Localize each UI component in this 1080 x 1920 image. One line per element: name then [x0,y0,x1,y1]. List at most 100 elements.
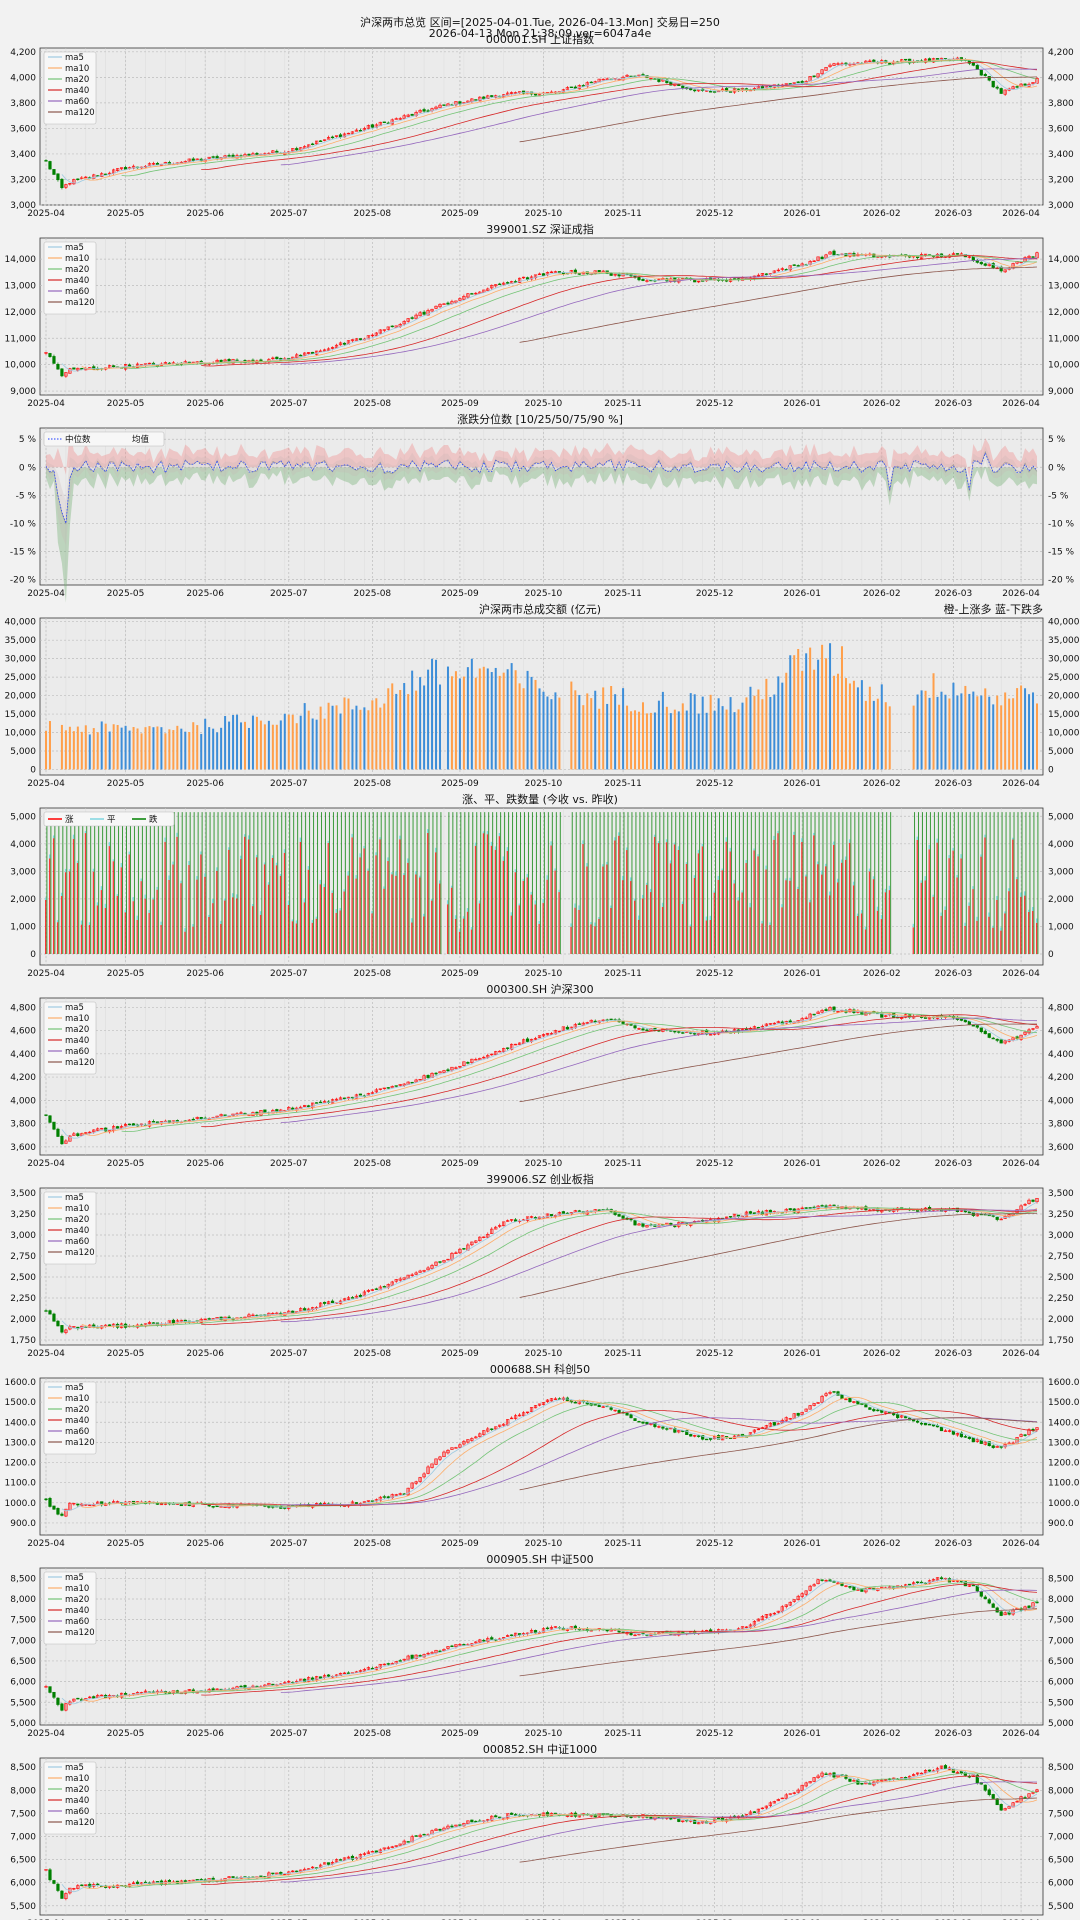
candle-body [366,1290,370,1292]
candle-body [486,1233,490,1238]
candle-body [955,253,960,255]
candle-body [498,1225,502,1227]
y-tick-label-left: 13,000 [5,281,37,291]
turnover-bar [184,731,187,770]
flat-count-bar [614,837,616,841]
y-tick-label-right: 2,250 [1048,1294,1074,1304]
candle-body [382,1087,386,1090]
candle-body [975,1025,979,1028]
x-tick-label: 2025-11 [604,589,642,599]
candle-body [689,88,693,91]
turnover-bar [240,722,243,770]
up-count-bar [395,875,397,954]
flat-count-bar [805,874,807,877]
down-count-bar [277,812,279,954]
x-tick-label: 2025-09 [441,1729,479,1739]
x-tick-label: 2026-03 [935,1159,973,1169]
candle-body [645,1422,649,1425]
candle-body [378,1088,382,1090]
down-count-bar [738,812,740,954]
y-tick-label-right: 2,000 [1048,1315,1074,1325]
flat-count-bar [514,869,516,873]
down-count-bar [500,812,502,954]
flat-count-bar [729,847,731,852]
x-tick-label: 2025-12 [696,1159,734,1169]
down-count-bar [464,812,466,954]
turnover-bar [319,706,322,770]
candle-body [995,1038,999,1041]
x-tick-label: 2026-03 [935,1729,973,1739]
candle-body [239,1685,243,1688]
turnover-bar [833,675,836,770]
candle-body [852,1780,856,1782]
candle-body [760,1807,764,1810]
candle-body [1031,1792,1035,1794]
down-count-bar [448,812,450,954]
candle-body [100,1127,104,1130]
turnover-bar [936,696,939,770]
candle-body [438,1071,442,1074]
down-count-bar [929,812,931,954]
up-count-bar [275,865,278,954]
up-count-bar [852,885,855,954]
up-count-bar [379,839,381,954]
y-tick-label-right: 25,000 [1048,673,1080,683]
candle-body [744,1626,749,1628]
x-tick-label: 2025-11 [604,969,642,979]
candle-body [848,1586,852,1588]
x-tick-label: 2025-10 [525,1349,563,1359]
candle-body [283,1682,287,1684]
flat-count-bar [685,862,688,864]
candle-body [1015,1801,1019,1803]
candle-body [319,1101,323,1104]
down-count-bar [599,812,601,954]
up-count-bar [92,871,95,954]
candle-body [76,1503,80,1506]
down-count-bar [269,812,271,954]
candle-body [434,1072,438,1075]
legend-entry: ma40 [65,1796,89,1806]
candle-body [510,1634,514,1636]
candle-body [362,1501,366,1503]
y-tick-label-left: 4,000 [10,73,36,83]
up-count-bar [116,895,118,954]
y-tick-label-right: 3,500 [1048,1189,1074,1199]
y-tick-label-right: 5,500 [1048,1902,1074,1912]
candle-body [521,1412,526,1416]
flat-count-bar [319,879,321,885]
flat-count-bar [236,894,238,899]
y-tick-label-right: 3,400 [1048,150,1074,160]
turnover-bar [1032,692,1035,770]
candle-body [486,1638,490,1642]
candle-body [474,1820,478,1823]
up-count-bar [936,842,938,954]
ma-line-ma120 [519,1797,1038,1863]
down-count-bar [328,812,330,954]
flat-count-bar [351,833,353,838]
x-tick-label: 2025-04 [27,969,65,979]
candle-body [1027,1199,1031,1204]
candle-body [398,1278,402,1281]
candle-body [502,1423,506,1426]
down-count-bar [245,812,247,954]
candle-body [1031,256,1035,258]
turnover-bar [1008,698,1011,770]
up-count-bar [255,857,258,954]
candle-body [494,1426,498,1430]
up-count-bar [251,906,254,954]
candle-body [374,332,378,337]
candle-body [68,183,72,185]
y-tick-label-left: 2,750 [10,1252,36,1262]
down-count-bar [512,812,514,954]
candle-body [1003,1808,1007,1811]
x-tick-label: 2025-04 [27,209,65,219]
flat-count-bar [972,886,974,890]
y-tick-label-left: 7,500 [10,1809,36,1819]
candle-body [633,1025,637,1029]
flat-count-bar [72,834,75,839]
candle-body [756,274,761,277]
candle-body [307,352,311,354]
candle-body [999,88,1003,94]
x-tick-label: 2025-05 [107,1159,145,1169]
candle-body [410,1274,414,1276]
